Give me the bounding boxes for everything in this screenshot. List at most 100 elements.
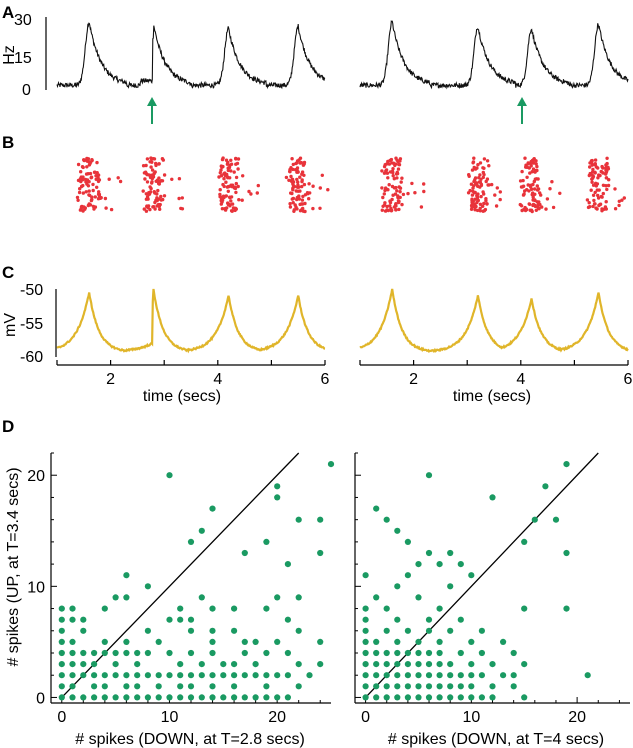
raster-spike [229,162,234,166]
scatter-point [373,683,380,690]
raster-spike [85,165,89,169]
scatter-point [489,494,496,501]
raster-spike [596,193,600,198]
raster-spike [301,209,306,213]
raster-spike [473,204,478,208]
scatter-point [134,672,141,679]
scatter-point [231,605,238,612]
raster-spike [422,189,426,194]
raster-spike [88,171,93,176]
raster-spike [380,208,384,212]
raster-spike [234,175,239,180]
raster-spike [89,175,94,179]
panel-c-voltage-trace-left [56,288,326,354]
raster-spike [290,191,294,196]
raster-spike [392,177,396,181]
panel-c-xtick-label: 2 [409,371,418,388]
raster-spike [155,196,159,200]
raster-spike [326,188,330,192]
raster-spike [471,186,475,190]
raster-spike [380,186,384,190]
scatter-point [317,549,324,557]
scatter-point [394,638,401,646]
raster-spike [234,207,238,211]
scatter-point [80,616,87,623]
raster-spike [87,180,91,184]
scatter-point [177,694,184,701]
raster-spike [604,170,609,174]
raster-spike [551,205,556,210]
scatter-point [220,661,227,668]
raster-spike [413,191,417,195]
raster-spike [487,164,491,168]
raster-spike [297,197,301,201]
raster-spike [395,189,399,193]
scatter-point [436,605,443,612]
scatter-point [284,694,291,701]
scatter-point [58,683,65,690]
scatter-point [69,605,76,612]
scatter-point [436,638,443,646]
scatter-point [80,661,87,668]
raster-spike [222,177,226,181]
raster-spike [384,168,389,172]
scatter-point [69,638,76,646]
raster-spike [288,205,293,209]
raster-spike [474,181,479,185]
raster-spike [396,167,401,171]
scatter-point [362,605,369,612]
raster-spike [148,185,152,189]
raster-spike [229,199,233,203]
scatter-point [123,638,130,646]
raster-spike [531,191,535,195]
raster-spike [177,196,181,201]
raster-spike [162,194,167,198]
scatter-point [383,672,390,679]
raster-spike [399,180,403,184]
raster-spike [590,163,595,167]
scatter-point [220,694,227,701]
scatter-point [252,672,259,679]
panel-b-raster [75,156,626,214]
scatter-point [198,527,205,534]
raster-spike [617,203,621,208]
scatter-point [306,672,313,679]
scatter-point [362,683,369,690]
scatter-point [425,616,433,623]
scatter-point [112,661,119,668]
scatter-point [123,594,130,601]
raster-spike [530,209,534,214]
scatter-point [394,694,401,701]
raster-spike [291,188,295,192]
raster-spike [96,197,101,201]
scatter-point [436,672,443,679]
raster-spike [475,197,480,201]
panel-d-xtick-label: 10 [462,709,480,726]
raster-spike [157,204,161,209]
raster-spike [95,160,99,165]
raster-spike [94,174,98,178]
scatter-point [415,683,422,690]
panel-a-axes: 30 15 0 Hz [1,12,47,99]
raster-spike [606,183,611,188]
scatter-point [252,694,259,701]
raster-spike [385,171,390,175]
raster-spike [481,204,485,208]
scatter-point [383,627,390,634]
scatter-point [404,572,411,579]
raster-spike [152,190,156,194]
raster-spike [76,198,80,202]
scatter-point [436,683,443,690]
scatter-point [425,627,433,634]
panel-d-xtick-label: 0 [57,709,66,726]
raster-spike [519,204,524,208]
raster-spike [596,196,601,200]
scatter-point [241,672,248,679]
scatter-point [166,616,173,623]
raster-spike [90,158,94,162]
raster-spike [495,186,499,190]
raster-spike [87,189,91,193]
panel-c-ytick-60: -60 [20,349,43,366]
raster-spike [397,207,401,212]
raster-spike [320,173,324,177]
